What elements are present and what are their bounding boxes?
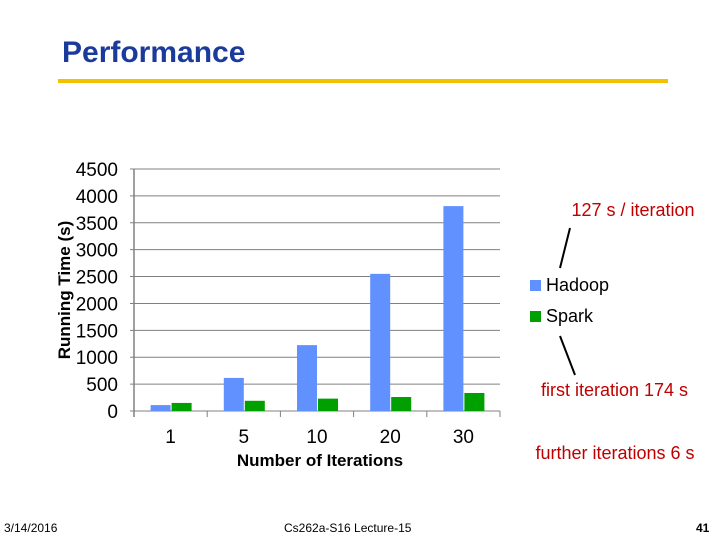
bar-spark <box>171 402 192 411</box>
annotation-first-iteration: first iteration 174 s <box>540 380 689 400</box>
arrow-first-iteration <box>559 335 576 376</box>
y-tick-label: 3500 <box>76 214 118 235</box>
bar-spark <box>318 398 338 411</box>
slide-number: 41 <box>696 521 710 535</box>
x-tick-label: 5 <box>239 427 250 448</box>
y-tick-label: 500 <box>86 375 118 396</box>
y-tick-label: 0 <box>107 402 118 423</box>
bar-hadoop <box>223 377 244 411</box>
bar-spark <box>244 400 265 411</box>
y-tick-label: 4000 <box>76 187 118 208</box>
y-axis-label: Running Time (s) <box>55 221 74 360</box>
slide-title: Performance <box>62 36 246 69</box>
bar-hadoop <box>297 345 317 411</box>
legend-swatch-spark <box>530 311 541 322</box>
y-tick-label: 3000 <box>76 241 118 262</box>
y-tick-label: 2000 <box>76 294 118 315</box>
bar-spark <box>464 392 485 411</box>
slide-footer: Cs262a-S16 Lecture-15 <box>284 521 412 535</box>
x-tick-label: 20 <box>380 427 401 448</box>
bar-hadoop <box>370 273 391 411</box>
legend-label-spark: Spark <box>546 306 594 326</box>
bar-hadoop <box>150 405 171 411</box>
x-tick-label: 10 <box>306 427 327 448</box>
legend-label-hadoop: Hadoop <box>546 275 610 295</box>
legend-swatch-hadoop <box>530 280 541 291</box>
x-tick-label: 1 <box>165 427 176 448</box>
bar-spark <box>391 397 412 411</box>
y-tick-label: 2500 <box>76 268 118 289</box>
x-axis-label: Number of Iterations <box>237 451 403 470</box>
y-tick-label: 1500 <box>76 321 118 342</box>
annotation-further-iterations: further iterations 6 s <box>535 443 695 463</box>
slide-date: 3/14/2016 <box>4 521 58 535</box>
title-underline <box>58 79 668 83</box>
y-tick-label: 4500 <box>76 160 118 181</box>
annotation-per-iteration: 127 s / iteration <box>571 200 695 220</box>
bar-hadoop <box>443 206 464 411</box>
y-tick-label: 1000 <box>76 348 118 369</box>
arrow-per-iteration <box>559 227 571 269</box>
x-tick-label: 30 <box>453 427 474 448</box>
